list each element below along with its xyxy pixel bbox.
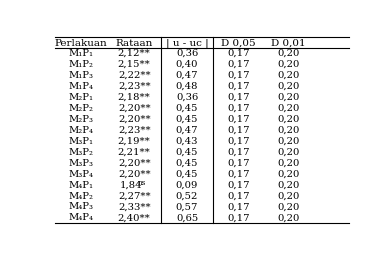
Text: 2,40**: 2,40** [118,213,151,222]
Text: 0,20: 0,20 [277,159,300,168]
Text: M₄P₃: M₄P₃ [69,203,94,212]
Text: 0,17: 0,17 [227,71,250,80]
Text: D 0,01: D 0,01 [271,39,306,48]
Text: 0,47: 0,47 [176,71,198,80]
Text: M₂P₁: M₂P₁ [69,93,94,102]
Text: 2,33**: 2,33** [118,203,151,212]
Text: 0,20: 0,20 [277,137,300,146]
Text: 0,17: 0,17 [227,104,250,113]
Text: 2,20**: 2,20** [118,115,151,124]
Text: 0,17: 0,17 [227,115,250,124]
Text: 0,17: 0,17 [227,159,250,168]
Text: M₁P₁: M₁P₁ [69,49,94,58]
Text: 0,20: 0,20 [277,126,300,135]
Text: 0,20: 0,20 [277,170,300,179]
Text: 0,57: 0,57 [176,203,198,212]
Text: 0,17: 0,17 [227,213,250,222]
Text: 0,20: 0,20 [277,104,300,113]
Text: 2,20**: 2,20** [118,170,151,179]
Text: 0,36: 0,36 [176,93,198,102]
Text: ns: ns [138,179,146,187]
Text: 0,17: 0,17 [227,137,250,146]
Text: 2,21**: 2,21** [118,148,151,157]
Text: 2,23**: 2,23** [118,82,151,91]
Text: 0,09: 0,09 [176,181,198,190]
Text: M₁P₄: M₁P₄ [69,82,94,91]
Text: M₃P₃: M₃P₃ [69,159,94,168]
Text: Rataan: Rataan [115,39,153,48]
Text: 0,20: 0,20 [277,181,300,190]
Text: 0,36: 0,36 [176,49,198,58]
Text: 0,20: 0,20 [277,203,300,212]
Text: 0,45: 0,45 [176,148,198,157]
Text: 0,45: 0,45 [176,115,198,124]
Text: 2,12**: 2,12** [118,49,151,58]
Text: 0,20: 0,20 [277,71,300,80]
Text: 0,17: 0,17 [227,181,250,190]
Text: M₂P₂: M₂P₂ [69,104,94,113]
Text: 0,20: 0,20 [277,148,300,157]
Text: M₄P₄: M₄P₄ [69,213,94,222]
Text: 2,18**: 2,18** [118,93,151,102]
Text: 2,20**: 2,20** [118,159,151,168]
Text: M₄P₁: M₄P₁ [69,181,94,190]
Text: 0,20: 0,20 [277,191,300,200]
Text: 0,20: 0,20 [277,115,300,124]
Text: 0,20: 0,20 [277,82,300,91]
Text: M₁P₃: M₁P₃ [69,71,94,80]
Text: 0,17: 0,17 [227,49,250,58]
Text: M₃P₂: M₃P₂ [69,148,94,157]
Text: 0,43: 0,43 [176,137,198,146]
Text: 2,15**: 2,15** [118,60,151,69]
Text: 2,19**: 2,19** [118,137,151,146]
Text: 0,20: 0,20 [277,213,300,222]
Text: M₄P₂: M₄P₂ [69,191,94,200]
Text: 2,22**: 2,22** [118,71,151,80]
Text: M₂P₃: M₂P₃ [69,115,94,124]
Text: 2,23**: 2,23** [118,126,151,135]
Text: 0,17: 0,17 [227,93,250,102]
Text: 0,52: 0,52 [176,191,198,200]
Text: 0,17: 0,17 [227,203,250,212]
Text: 0,17: 0,17 [227,126,250,135]
Text: 0,20: 0,20 [277,93,300,102]
Text: 0,45: 0,45 [176,104,198,113]
Text: 0,40: 0,40 [176,60,198,69]
Text: Perlakuan: Perlakuan [55,39,108,48]
Text: 0,17: 0,17 [227,60,250,69]
Text: 0,45: 0,45 [176,170,198,179]
Text: 0,17: 0,17 [227,82,250,91]
Text: 0,17: 0,17 [227,148,250,157]
Text: 2,27**: 2,27** [118,191,151,200]
Text: M₁P₂: M₁P₂ [69,60,94,69]
Text: 2,20**: 2,20** [118,104,151,113]
Text: | u - uc |: | u - uc | [166,39,208,48]
Text: M₃P₄: M₃P₄ [69,170,94,179]
Text: D 0,05: D 0,05 [221,39,256,48]
Text: M₃P₁: M₃P₁ [69,137,94,146]
Text: 0,20: 0,20 [277,60,300,69]
Text: 0,48: 0,48 [176,82,198,91]
Text: 0,45: 0,45 [176,159,198,168]
Text: 0,17: 0,17 [227,191,250,200]
Text: 0,20: 0,20 [277,49,300,58]
Text: 0,65: 0,65 [176,213,198,222]
Text: 0,17: 0,17 [227,170,250,179]
Text: 0,47: 0,47 [176,126,198,135]
Text: M₂P₄: M₂P₄ [69,126,94,135]
Text: 1,84: 1,84 [120,181,142,190]
